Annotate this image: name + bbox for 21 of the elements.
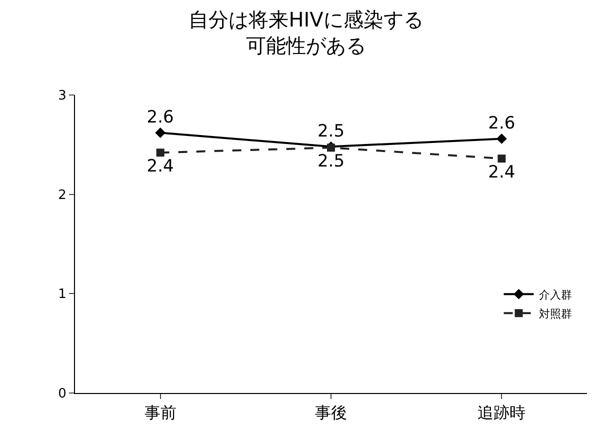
point xyxy=(496,134,507,144)
legend-label: 介入群 xyxy=(538,288,572,302)
y-tick-label: 3 xyxy=(58,88,66,104)
y-tick-label: 2 xyxy=(58,188,66,203)
point xyxy=(155,128,166,138)
point xyxy=(498,154,506,163)
data-label: 2.6 xyxy=(146,108,174,128)
y-tick-label: 0 xyxy=(58,386,66,402)
data-label: 2.5 xyxy=(317,151,345,172)
data-label: 2.4 xyxy=(488,162,516,182)
x-tick-label: 追跡時 xyxy=(478,403,526,422)
point xyxy=(156,148,164,157)
data-label: 2.6 xyxy=(488,113,516,134)
chart-title: 自分は将来HIVに感染する可能性がある xyxy=(188,7,424,58)
data-label: 2.5 xyxy=(317,121,345,142)
y-tick-label: 1 xyxy=(58,287,66,302)
point xyxy=(327,144,335,152)
legend-label: 対照群 xyxy=(538,307,572,320)
data-label: 2.4 xyxy=(146,156,174,176)
x-tick-label: 事前 xyxy=(144,403,176,422)
x-tick-label: 事後 xyxy=(315,403,347,422)
